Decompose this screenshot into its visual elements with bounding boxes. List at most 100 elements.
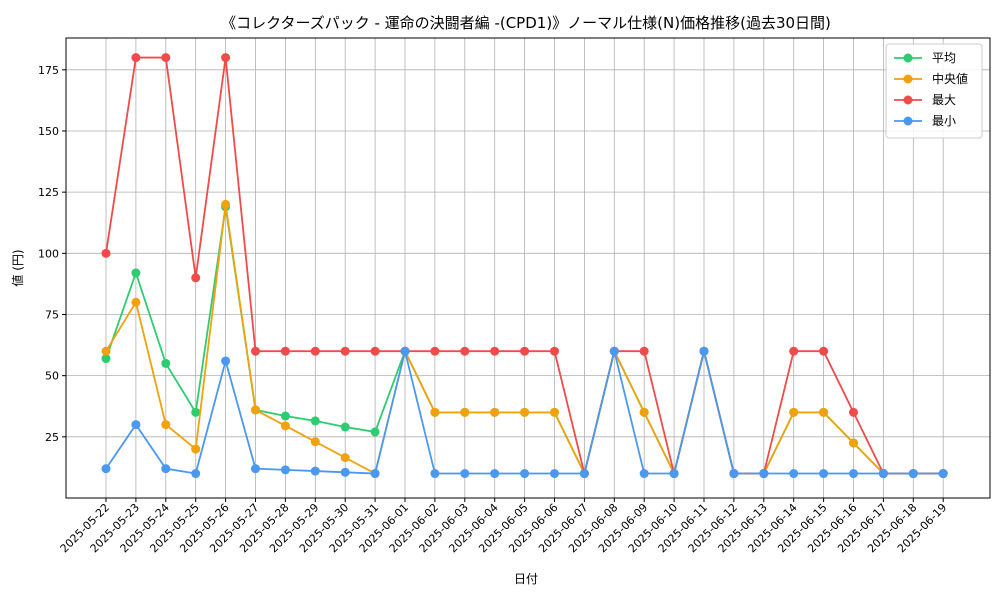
data-point — [131, 53, 141, 63]
data-point — [221, 356, 231, 366]
legend-item: 平均 — [894, 51, 956, 65]
y-tick-label: 75 — [45, 308, 59, 321]
data-point — [520, 346, 530, 356]
data-point — [280, 346, 290, 356]
y-tick-label: 125 — [38, 186, 59, 199]
data-point — [370, 469, 380, 479]
data-point — [101, 248, 111, 258]
y-tick-label: 100 — [38, 247, 59, 260]
data-point — [251, 464, 260, 474]
data-point — [370, 427, 380, 437]
data-point — [340, 467, 350, 477]
data-point — [639, 469, 649, 479]
chart-title: 《コレクターズパック - 運命の決闘者編 -(CPD1)》ノーマル仕様(N)価格… — [221, 14, 831, 32]
grid — [66, 38, 990, 498]
data-point — [520, 469, 530, 479]
data-point — [280, 411, 290, 421]
legend-item: 最大 — [894, 93, 956, 107]
data-point — [819, 407, 829, 417]
data-point — [131, 297, 141, 307]
legend-marker — [903, 116, 913, 126]
data-point — [430, 469, 440, 479]
data-point — [669, 469, 679, 479]
legend-marker — [903, 95, 913, 105]
data-point — [460, 469, 470, 479]
legend-marker — [903, 74, 913, 84]
series-group — [101, 53, 948, 479]
data-point — [878, 469, 888, 479]
data-point — [101, 346, 111, 356]
data-point — [101, 464, 111, 474]
y-tick-label: 50 — [45, 370, 59, 383]
data-point — [430, 407, 440, 417]
data-point — [699, 346, 709, 356]
data-point — [310, 466, 320, 476]
data-point — [191, 469, 201, 479]
data-point — [849, 407, 858, 417]
data-point — [490, 469, 500, 479]
legend-item: 最小 — [894, 114, 956, 128]
data-point — [131, 268, 141, 278]
data-point — [310, 416, 320, 426]
data-point — [251, 346, 260, 356]
data-point — [490, 346, 500, 356]
series-最小 — [101, 346, 948, 479]
data-point — [609, 346, 619, 356]
data-point — [161, 358, 171, 368]
data-point — [310, 346, 320, 356]
legend-label: 平均 — [932, 51, 956, 65]
x-axis-label: 日付 — [514, 572, 538, 586]
y-axis-label: 値 (円) — [10, 249, 25, 286]
data-point — [280, 465, 290, 475]
data-point — [340, 422, 350, 432]
data-point — [908, 469, 918, 479]
data-point — [101, 354, 111, 364]
data-point — [340, 346, 350, 356]
data-point — [639, 407, 649, 417]
data-point — [161, 420, 171, 430]
data-point — [221, 199, 231, 209]
data-point — [251, 405, 260, 415]
data-point — [849, 469, 858, 479]
legend-box — [885, 43, 983, 139]
y-tick-label: 150 — [38, 125, 59, 138]
data-point — [789, 346, 799, 356]
y-tick-label: 175 — [38, 64, 59, 77]
data-point — [430, 346, 440, 356]
data-point — [759, 469, 769, 479]
data-point — [460, 407, 470, 417]
data-point — [310, 437, 320, 447]
data-point — [161, 53, 171, 63]
data-point — [579, 469, 589, 479]
data-point — [938, 469, 948, 479]
data-point — [131, 420, 141, 430]
data-point — [370, 346, 380, 356]
legend-item: 中央値 — [894, 71, 968, 86]
data-point — [520, 407, 530, 417]
data-point — [340, 453, 350, 463]
data-point — [191, 444, 201, 454]
axes: 2025-05-222025-05-232025-05-242025-05-25… — [38, 64, 949, 556]
data-point — [849, 438, 858, 448]
legend-label: 最大 — [932, 93, 956, 107]
legend-label: 中央値 — [932, 71, 968, 86]
data-point — [490, 407, 500, 417]
data-point — [550, 469, 559, 479]
legend-marker — [903, 53, 913, 63]
y-tick-label: 25 — [45, 431, 59, 444]
data-point — [550, 346, 559, 356]
data-point — [280, 421, 290, 431]
data-point — [550, 407, 559, 417]
data-point — [400, 346, 410, 356]
data-point — [460, 346, 470, 356]
data-point — [789, 469, 799, 479]
data-point — [729, 469, 739, 479]
data-point — [819, 469, 829, 479]
data-point — [161, 464, 171, 474]
data-point — [191, 407, 201, 417]
plot-frame — [65, 37, 991, 499]
legend-label: 最小 — [932, 114, 956, 128]
